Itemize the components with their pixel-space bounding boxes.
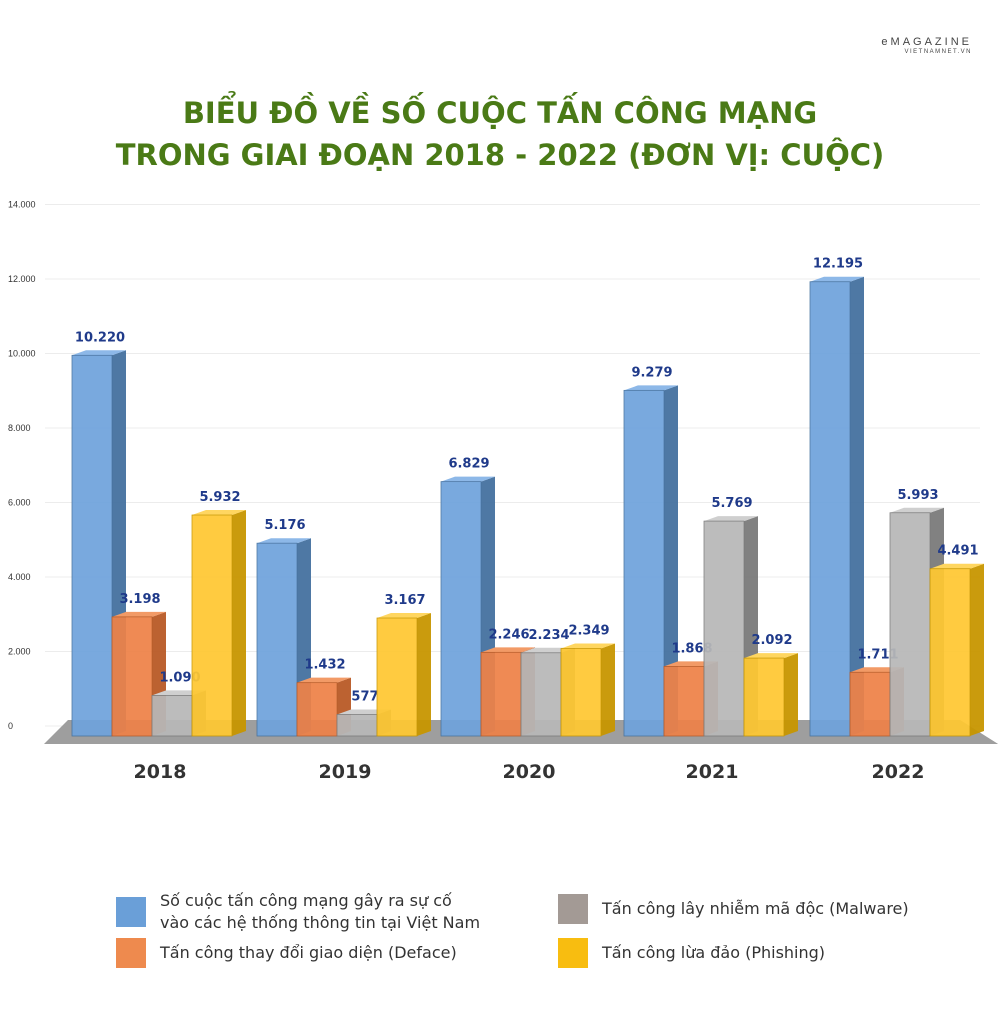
bar — [191, 514, 233, 737]
bar — [849, 671, 891, 737]
bar-top — [192, 510, 246, 516]
bar — [929, 568, 971, 737]
data-label: 3.198 — [119, 592, 160, 607]
legend-swatch-gray — [558, 894, 588, 924]
legend-item-malware: Tấn công lây nhiễm mã độc (Malware) — [558, 894, 909, 924]
chart-title-line-2: TRONG GIAI ĐOẠN 2018 - 2022 (ĐƠN VỊ: CUỘ… — [115, 138, 885, 172]
brand-subtitle: VIETNAMNET.VN — [904, 49, 972, 55]
bar — [376, 617, 418, 737]
legend-label-phishing: Tấn công lừa đảo (Phishing) — [602, 943, 826, 962]
bar-top — [72, 350, 126, 356]
bar-top — [297, 677, 351, 683]
bar-side — [850, 276, 864, 736]
data-label: 1.090 — [159, 670, 200, 685]
data-label: 2.092 — [751, 633, 792, 648]
bar-side — [970, 563, 984, 736]
data-label: 577 — [351, 690, 378, 705]
bar-side — [232, 510, 246, 736]
x-tick-label: 2020 — [503, 761, 556, 783]
bar-top — [112, 611, 166, 617]
bar-top — [930, 563, 984, 569]
bar — [480, 651, 522, 737]
bar-top — [481, 647, 535, 653]
bar-side — [664, 385, 678, 736]
data-label: 6.829 — [448, 457, 489, 472]
data-label: 1.432 — [304, 658, 345, 673]
bar-chart: 0 2.000 4.000 6.000 8.000 10.000 12.000 14.000 1… — [8, 200, 998, 783]
bar-side — [784, 653, 798, 736]
data-label: 5.993 — [897, 488, 938, 503]
chart-title: BIỂU ĐỒ VỀ SỐ CUỘC TẤN CÔNG MẠNG TRONG G… — [0, 92, 1000, 176]
legend-label-malware: Tấn công lây nhiễm mã độc (Malware) — [602, 899, 909, 918]
legend-swatch-orange — [116, 938, 146, 968]
bar — [151, 694, 193, 737]
y-tick-label: 2.000 — [8, 647, 31, 657]
data-label: 9.279 — [631, 365, 672, 380]
bar-top — [810, 276, 864, 282]
data-label: 4.491 — [937, 544, 978, 559]
data-label: 1.711 — [857, 647, 898, 662]
legend-label-incidents-line-2: vào các hệ thống thông tin tại Việt Nam — [160, 913, 481, 932]
bar — [71, 354, 113, 737]
legend-item-deface: Tấn công thay đổi giao diện (Deface) — [116, 938, 457, 968]
bar — [809, 281, 851, 737]
brand-logo: eMAGAZINE VIETNAMNET.VN — [881, 36, 972, 55]
x-tick-label: 2021 — [686, 761, 739, 783]
y-tick-label: 10.000 — [8, 349, 36, 359]
bar — [256, 542, 298, 737]
y-tick-label: 12.000 — [8, 274, 36, 284]
bar — [336, 714, 378, 737]
legend-label-incidents: Số cuộc tấn công mạng gây ra sự cố vào c… — [160, 890, 480, 934]
legend-item-incidents: Số cuộc tấn công mạng gây ra sự cố vào c… — [116, 890, 480, 934]
bar-side — [601, 643, 615, 736]
data-label: 5.176 — [264, 518, 305, 533]
data-label: 5.769 — [711, 496, 752, 511]
legend-item-phishing: Tấn công lừa đảo (Phishing) — [558, 938, 825, 968]
bar — [440, 481, 482, 737]
bar — [111, 616, 153, 737]
y-tick-label: 14.000 — [8, 200, 36, 210]
bar — [703, 520, 745, 737]
legend-swatch-blue — [116, 897, 146, 927]
bar-top — [377, 613, 431, 619]
bar-top — [744, 653, 798, 659]
bar-top — [624, 385, 678, 391]
x-tick-label: 2022 — [872, 761, 925, 783]
data-label: 2.234 — [528, 628, 569, 643]
bar-top — [890, 507, 944, 513]
x-tick-label: 2018 — [134, 761, 187, 783]
data-label: 2.246 — [488, 627, 529, 642]
bar — [663, 666, 705, 737]
bar — [520, 652, 562, 737]
data-label: 5.932 — [199, 490, 240, 505]
bar-top — [704, 516, 758, 522]
data-label: 1.868 — [671, 641, 712, 656]
data-label: 2.349 — [568, 623, 609, 638]
data-label: 12.195 — [813, 257, 863, 272]
bar-top — [441, 476, 495, 482]
bar — [889, 512, 931, 737]
y-tick-label: 6.000 — [8, 498, 31, 508]
y-tick-label: 0 — [8, 721, 13, 731]
x-tick-label: 2019 — [319, 761, 372, 783]
legend: Số cuộc tấn công mạng gây ra sự cố vào c… — [0, 880, 1000, 980]
legend-label-deface: Tấn công thay đổi giao diện (Deface) — [160, 943, 457, 962]
bar — [623, 389, 665, 737]
bar — [743, 657, 785, 737]
chart-title-line-1: BIỂU ĐỒ VỀ SỐ CUỘC TẤN CÔNG MẠNG — [182, 96, 818, 130]
bar-top — [561, 643, 615, 649]
y-tick-label: 8.000 — [8, 423, 31, 433]
data-label: 10.220 — [75, 330, 125, 345]
bar — [296, 682, 338, 737]
data-label: 3.167 — [384, 593, 425, 608]
bar-top — [257, 538, 311, 544]
brand-name: eMAGAZINE — [881, 36, 972, 48]
bar — [560, 648, 602, 737]
legend-swatch-yellow — [558, 938, 588, 968]
y-tick-label: 4.000 — [8, 572, 31, 582]
legend-label-incidents-line-1: Số cuộc tấn công mạng gây ra sự cố — [160, 891, 452, 910]
bar-side — [417, 613, 431, 736]
